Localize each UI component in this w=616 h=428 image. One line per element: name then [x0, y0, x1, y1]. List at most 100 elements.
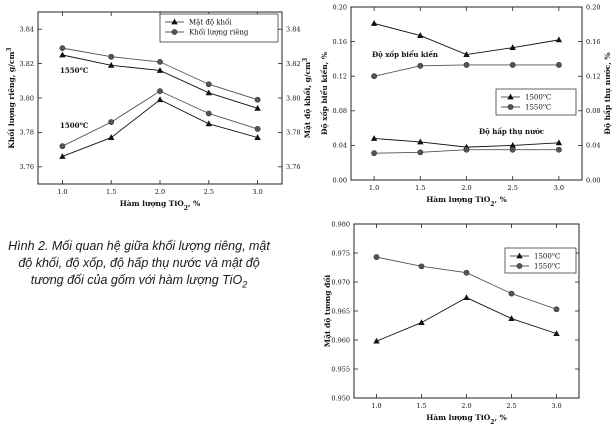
y-tick-label: 0.955	[331, 365, 350, 373]
x-tick-label: 1.5	[415, 184, 425, 192]
data-point	[463, 62, 470, 68]
x-tick-label: 1.0	[369, 184, 379, 192]
series-path	[62, 99, 258, 157]
data-point	[205, 81, 212, 88]
x-tick-label: 3.0	[252, 188, 262, 196]
data-point	[373, 337, 380, 344]
y-tick-label: 0.04	[333, 142, 347, 150]
data-point	[418, 319, 425, 325]
data-point	[553, 306, 560, 313]
data-point	[553, 330, 560, 337]
data-point	[205, 110, 212, 117]
data-point	[108, 119, 115, 125]
data-point	[205, 120, 212, 127]
y-tick-label-right: 3.84	[286, 26, 300, 34]
x-tick-label: 2.0	[461, 402, 471, 410]
y-tick-label-right: 0.04	[586, 142, 600, 150]
figure-caption: Hình 2. Mối quan hệ giữa khối lượng riên…	[8, 238, 270, 294]
legend-marker	[171, 29, 178, 35]
y-axis-label: Mật độ tương đối	[323, 275, 332, 348]
y-tick-label: 0.980	[331, 220, 350, 228]
data-point	[509, 146, 516, 153]
legend-label: 1500oC	[525, 93, 551, 102]
x-axis-label: Hàm lượng TiO2, %	[120, 199, 201, 212]
data-point	[508, 315, 515, 321]
y-tick-label: 0.08	[333, 107, 347, 115]
legend-label: 1550oC	[534, 262, 560, 271]
caption-text: Hình 2. Mối quan hệ giữa khối lượng riên…	[8, 239, 270, 287]
series-path	[376, 297, 557, 342]
data-point	[463, 294, 470, 301]
legend-box	[159, 13, 279, 43]
data-point	[371, 150, 377, 157]
y-tick-label: 3.82	[20, 60, 34, 68]
annotation: Độ xốp biểu kiến	[372, 50, 438, 59]
data-point	[108, 61, 115, 68]
annotation: 1550oC	[60, 66, 89, 75]
y-tick-label: 3.78	[20, 129, 34, 137]
y-tick-label: 0.965	[331, 307, 350, 315]
x-tick-label: 2.0	[461, 184, 471, 192]
x-tick-label: 1.0	[57, 188, 67, 196]
legend-marker	[507, 93, 514, 100]
legend-label: 1500oC	[534, 252, 560, 261]
data-point	[108, 53, 115, 60]
series-line	[373, 294, 560, 344]
chart-c1: 1.0 1.5 2.0 2.5 3.0 3.76 3.76 3.78 3.78 3.80 3.80 3…	[6, 11, 313, 212]
data-point	[254, 104, 261, 111]
x-tick-label: 2.5	[506, 402, 516, 410]
data-point	[509, 44, 516, 51]
data-point	[556, 146, 562, 153]
data-point	[59, 45, 66, 52]
y-tick-label: 0.960	[331, 336, 350, 344]
y-tick-label: 0.12	[333, 73, 347, 81]
legend-label: Mật độ khối	[189, 18, 232, 27]
data-point	[108, 134, 115, 140]
data-point	[205, 89, 212, 96]
series-line	[373, 254, 560, 313]
y-tick-label-right: 3.76	[286, 163, 300, 171]
y-axis-label-right: Mật độ khối, g/cm3	[302, 58, 313, 139]
annotation: 1500oC	[60, 121, 89, 130]
annotation: Độ hấp thụ nước	[479, 127, 544, 136]
data-point	[509, 142, 516, 148]
y-tick-label-right: 0.08	[586, 107, 600, 115]
data-point	[59, 143, 66, 150]
y-tick-label: 0.16	[333, 38, 347, 46]
data-point	[417, 149, 424, 156]
chart-c3: 1.0 1.5 2.0 2.5 3.0 0.950 0.955 0.960 0.965 0.970…	[323, 220, 580, 426]
y-tick-label-right: 3.80	[286, 94, 300, 102]
data-point	[370, 135, 378, 141]
y-axis-label: Độ xốp biểu kiến, %	[320, 52, 329, 135]
data-point	[157, 88, 163, 95]
series-line	[370, 20, 563, 57]
y-axis-label-right: Độ hấp thụ nước, %	[603, 52, 612, 134]
x-axis-label: Hàm lượng TiO2, %	[426, 195, 507, 208]
data-point	[508, 290, 515, 297]
series-line	[59, 96, 261, 159]
y-tick-label-right: 0.12	[586, 73, 600, 81]
data-point	[254, 134, 261, 140]
y-axis-label: Khối lượng riêng, g/cm3	[6, 47, 17, 148]
data-point	[555, 139, 563, 146]
legend-label: 1550oC	[525, 103, 551, 112]
y-tick-label: 0.20	[333, 3, 347, 11]
y-tick-label: 0.950	[331, 394, 350, 402]
data-point	[373, 254, 380, 260]
data-point	[463, 269, 470, 276]
y-tick-label-right: 0.16	[586, 38, 600, 46]
x-tick-label: 3.0	[554, 184, 564, 192]
series-line	[371, 146, 562, 157]
data-point	[417, 62, 424, 69]
data-point	[370, 20, 378, 26]
y-tick-label-right: 0.20	[586, 3, 600, 11]
x-axis-label: Hàm lượng TiO2, %	[426, 413, 507, 426]
legend-box	[495, 88, 577, 116]
y-tick-label: 0.970	[331, 278, 350, 286]
y-tick-label: 3.84	[20, 26, 34, 34]
data-point	[371, 73, 377, 80]
x-tick-label: 2.5	[204, 188, 214, 196]
